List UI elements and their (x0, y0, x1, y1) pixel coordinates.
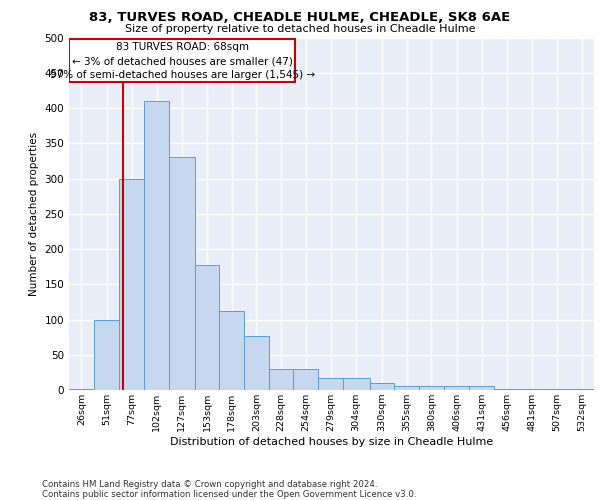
Bar (269, 369, 293, 390)
Bar (545, 388, 569, 390)
Bar (519, 388, 545, 390)
Bar (69, 388, 94, 390)
FancyBboxPatch shape (69, 39, 295, 82)
Bar (318, 378, 343, 390)
Bar (343, 378, 370, 390)
Bar (194, 264, 219, 390)
Bar (370, 383, 394, 390)
Bar (144, 101, 169, 390)
Text: 97% of semi-detached houses are larger (1,545) →: 97% of semi-detached houses are larger (… (50, 70, 314, 81)
Bar (394, 386, 419, 390)
Bar (419, 386, 444, 390)
X-axis label: Distribution of detached houses by size in Cheadle Hulme: Distribution of detached houses by size … (170, 437, 493, 447)
Text: 83, TURVES ROAD, CHEADLE HULME, CHEADLE, SK8 6AE: 83, TURVES ROAD, CHEADLE HULME, CHEADLE,… (89, 11, 511, 24)
Y-axis label: Number of detached properties: Number of detached properties (29, 132, 39, 296)
Bar (94, 320, 119, 390)
Text: Size of property relative to detached houses in Cheadle Hulme: Size of property relative to detached ho… (125, 24, 475, 34)
Text: Contains HM Land Registry data © Crown copyright and database right 2024.
Contai: Contains HM Land Registry data © Crown c… (42, 480, 416, 499)
Bar (444, 386, 469, 390)
Bar (219, 311, 244, 390)
Bar (119, 178, 144, 390)
Bar (469, 386, 494, 390)
Bar (244, 336, 269, 390)
Bar (293, 369, 318, 390)
Text: 83 TURVES ROAD: 68sqm: 83 TURVES ROAD: 68sqm (116, 42, 248, 51)
Bar (169, 158, 194, 390)
Text: ← 3% of detached houses are smaller (47): ← 3% of detached houses are smaller (47) (71, 56, 293, 66)
